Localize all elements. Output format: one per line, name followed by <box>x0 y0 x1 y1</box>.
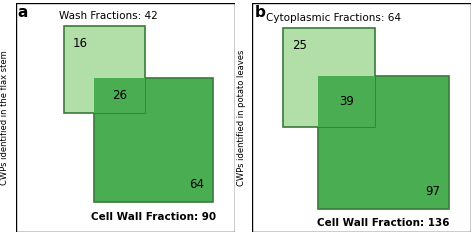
Bar <box>64 26 145 113</box>
Text: a: a <box>18 5 28 20</box>
Bar <box>94 78 213 202</box>
Bar <box>283 28 375 127</box>
Text: 16: 16 <box>73 37 88 50</box>
Text: Wash Fractions: 42: Wash Fractions: 42 <box>59 11 158 21</box>
Text: 39: 39 <box>339 95 354 108</box>
Text: CWPs identified in potato leaves: CWPs identified in potato leaves <box>237 49 246 186</box>
Text: Cytoplasmic Fractions: 64: Cytoplasmic Fractions: 64 <box>266 13 401 24</box>
Text: 26: 26 <box>112 89 127 102</box>
Text: Cell Wall Fraction: 136: Cell Wall Fraction: 136 <box>318 219 450 228</box>
Text: Cell Wall Fraction: 90: Cell Wall Fraction: 90 <box>91 212 216 222</box>
Text: 64: 64 <box>189 178 204 191</box>
Bar <box>318 76 375 127</box>
Text: 97: 97 <box>426 185 440 198</box>
Text: 25: 25 <box>292 39 307 52</box>
Text: b: b <box>255 5 265 20</box>
Bar <box>94 78 145 113</box>
Text: CWPs identified in the flax stem: CWPs identified in the flax stem <box>0 50 9 185</box>
Bar <box>318 76 449 209</box>
